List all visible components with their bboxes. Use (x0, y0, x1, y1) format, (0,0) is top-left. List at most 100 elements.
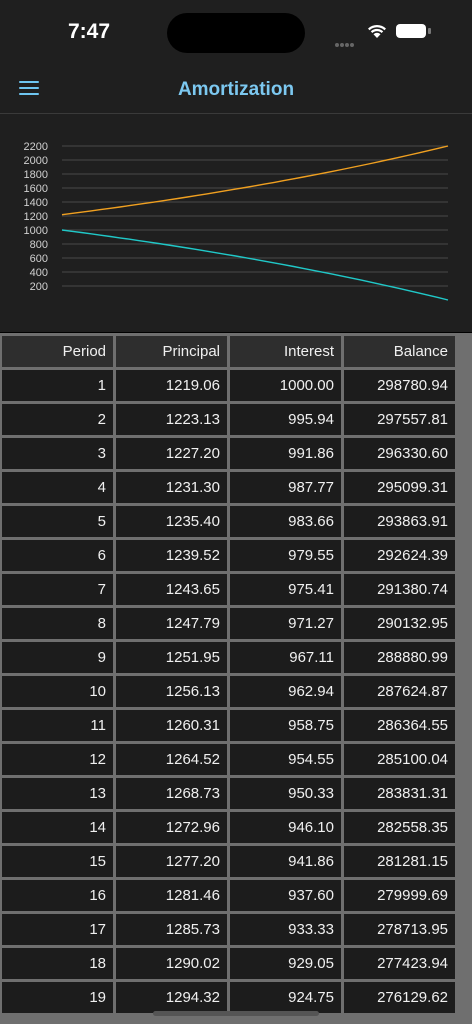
cell-period: 8 (2, 608, 113, 639)
cell-balance: 295099.31 (344, 472, 455, 503)
cell-balance: 288880.99 (344, 642, 455, 673)
principal-series-line (61, 145, 449, 216)
y-tick-label: 200 (30, 281, 48, 293)
cell-balance: 298780.94 (344, 370, 455, 401)
cell-balance: 276129.62 (344, 982, 455, 1013)
cell-period: 12 (2, 744, 113, 775)
table-row: 15 1277.20 941.86 281281.15 (2, 846, 455, 877)
cell-interest: 962.94 (230, 676, 341, 707)
table-row: 7 1243.65 975.41 291380.74 (2, 574, 455, 605)
cell-balance: 287624.87 (344, 676, 455, 707)
table-row: 12 1264.52 954.55 285100.04 (2, 744, 455, 775)
table-row: 4 1231.30 987.77 295099.31 (2, 472, 455, 503)
status-bar: 7:47 (0, 0, 472, 64)
y-tick-label: 800 (30, 239, 48, 251)
y-tick-label: 2000 (24, 155, 48, 167)
cell-period: 17 (2, 914, 113, 945)
dynamic-island (167, 13, 305, 53)
cell-interest: 946.10 (230, 812, 341, 843)
cell-period: 18 (2, 948, 113, 979)
cell-interest: 987.77 (230, 472, 341, 503)
cell-balance: 285100.04 (344, 744, 455, 775)
cell-principal: 1227.20 (116, 438, 227, 469)
cell-principal: 1219.06 (116, 370, 227, 401)
cell-balance: 290132.95 (344, 608, 455, 639)
cellular-signal-icon (335, 34, 355, 52)
cell-period: 2 (2, 404, 113, 435)
cell-principal: 1260.31 (116, 710, 227, 741)
cell-interest: 975.41 (230, 574, 341, 605)
table-row: 5 1235.40 983.66 293863.91 (2, 506, 455, 537)
cell-principal: 1294.32 (116, 982, 227, 1013)
cell-interest: 924.75 (230, 982, 341, 1013)
cell-principal: 1247.79 (116, 608, 227, 639)
y-tick-label: 1000 (24, 225, 48, 237)
cell-interest: 929.05 (230, 948, 341, 979)
cell-period: 3 (2, 438, 113, 469)
cell-interest: 937.60 (230, 880, 341, 911)
home-indicator (153, 1011, 319, 1016)
cell-interest: 950.33 (230, 778, 341, 809)
cell-period: 6 (2, 540, 113, 571)
table-row: 18 1290.02 929.05 277423.94 (2, 948, 455, 979)
y-tick-label: 1200 (24, 211, 48, 223)
cell-period: 13 (2, 778, 113, 809)
cell-balance: 293863.91 (344, 506, 455, 537)
cell-period: 15 (2, 846, 113, 877)
interest-series-line (61, 229, 449, 301)
cell-balance: 282558.35 (344, 812, 455, 843)
cell-principal: 1290.02 (116, 948, 227, 979)
cell-balance: 296330.60 (344, 438, 455, 469)
cell-period: 11 (2, 710, 113, 741)
cell-balance: 278713.95 (344, 914, 455, 945)
table-row: 19 1294.32 924.75 276129.62 (2, 982, 455, 1013)
column-header-interest: Interest (230, 336, 341, 367)
table-row: 11 1260.31 958.75 286364.55 (2, 710, 455, 741)
cell-principal: 1243.65 (116, 574, 227, 605)
cell-period: 10 (2, 676, 113, 707)
table-row: 16 1281.46 937.60 279999.69 (2, 880, 455, 911)
cell-principal: 1264.52 (116, 744, 227, 775)
battery-icon (396, 24, 426, 38)
cell-balance: 292624.39 (344, 540, 455, 571)
cell-principal: 1223.13 (116, 404, 227, 435)
cell-interest: 979.55 (230, 540, 341, 571)
table-header-row: Period Principal Interest Balance (2, 336, 455, 367)
cell-period: 14 (2, 812, 113, 843)
cell-balance: 291380.74 (344, 574, 455, 605)
cell-balance: 279999.69 (344, 880, 455, 911)
y-tick-label: 1800 (24, 169, 48, 181)
cell-balance: 297557.81 (344, 404, 455, 435)
cell-interest: 971.27 (230, 608, 341, 639)
table-row: 1 1219.06 1000.00 298780.94 (2, 370, 455, 401)
cell-period: 5 (2, 506, 113, 537)
y-tick-label: 600 (30, 253, 48, 265)
cell-interest: 983.66 (230, 506, 341, 537)
cell-balance: 286364.55 (344, 710, 455, 741)
y-tick-label: 400 (30, 267, 48, 279)
table-row: 13 1268.73 950.33 283831.31 (2, 778, 455, 809)
cell-principal: 1235.40 (116, 506, 227, 537)
amortization-table-container[interactable]: Period Principal Interest Balance 1 1219.… (0, 333, 472, 1024)
table-row: 8 1247.79 971.27 290132.95 (2, 608, 455, 639)
table-row: 17 1285.73 933.33 278713.95 (2, 914, 455, 945)
table-row: 3 1227.20 991.86 296330.60 (2, 438, 455, 469)
cell-principal: 1281.46 (116, 880, 227, 911)
table-row: 2 1223.13 995.94 297557.81 (2, 404, 455, 435)
wifi-icon (368, 24, 386, 38)
cell-principal: 1272.96 (116, 812, 227, 843)
table-row: 14 1272.96 946.10 282558.35 (2, 812, 455, 843)
cell-period: 16 (2, 880, 113, 911)
cell-balance: 277423.94 (344, 948, 455, 979)
hamburger-menu-icon[interactable] (19, 81, 39, 97)
cell-interest: 933.33 (230, 914, 341, 945)
cell-principal: 1251.95 (116, 642, 227, 673)
cell-principal: 1231.30 (116, 472, 227, 503)
column-header-period: Period (2, 336, 113, 367)
battery-cap (428, 28, 431, 34)
y-tick-label: 1400 (24, 197, 48, 209)
status-time: 7:47 (68, 20, 111, 43)
table-row: 10 1256.13 962.94 287624.87 (2, 676, 455, 707)
cell-interest: 954.55 (230, 744, 341, 775)
navigation-bar: Amortization (0, 64, 472, 114)
